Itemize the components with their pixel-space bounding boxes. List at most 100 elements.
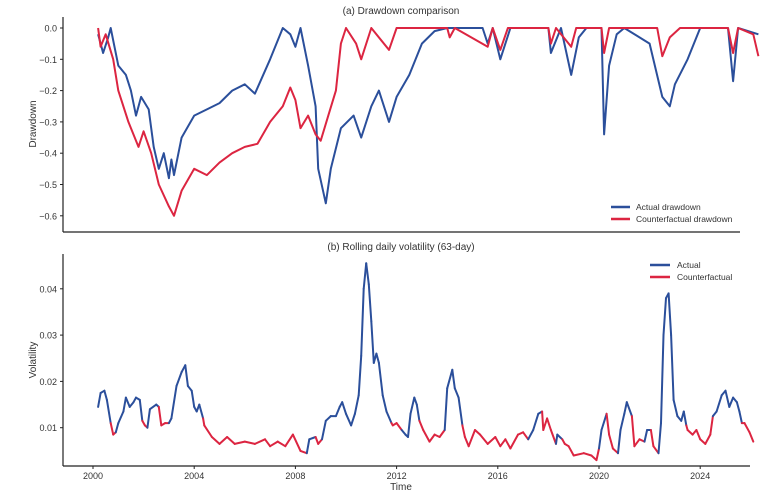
counterfactual-drawdown-line — [97, 27, 760, 217]
actual-volatility-segment — [662, 297, 667, 337]
xtick-label: 2000 — [83, 471, 103, 481]
actual-volatility-segment — [413, 396, 418, 406]
actual-volatility-segment — [556, 433, 564, 441]
drawdown-ylabel: Drawdown — [28, 100, 39, 147]
counterfactual-volatility-segment — [494, 436, 502, 448]
counterfactual-volatility-segment — [605, 412, 611, 436]
xtick-label: 2016 — [488, 471, 508, 481]
counterfactual-volatility-segment — [243, 440, 256, 445]
drawdown-title: (a) Drawdown comparison — [343, 6, 460, 17]
actual-volatility-segment — [682, 410, 688, 427]
actual-volatility-segment — [375, 352, 380, 364]
counterfactual-volatility-segment — [276, 440, 287, 448]
volatility-ytick-label: 0.04 — [39, 284, 57, 294]
counterfactual-volatility-segment — [522, 431, 530, 441]
counterfactual-volatility-segment — [608, 433, 614, 450]
volatility-ytick-label: 0.03 — [39, 331, 57, 341]
counterfactual-volatility-segment — [438, 429, 446, 438]
actual-volatility-segment — [148, 403, 158, 411]
actual-volatility-segment — [409, 396, 416, 415]
actual-volatility-segment — [598, 429, 603, 450]
counterfactual-volatility-segment — [549, 429, 557, 445]
counterfactual-volatility-segment — [203, 424, 213, 438]
actual-volatility-segment — [198, 403, 205, 420]
actual-volatility-segment — [365, 262, 370, 286]
actual-volatility-segment — [170, 385, 178, 420]
actual-volatility-segment — [353, 394, 360, 415]
actual-volatility-segment — [146, 408, 151, 429]
actual-volatility-segment — [324, 415, 332, 422]
volatility-panel: (b) Rolling daily volatility (63-day) Vo… — [28, 242, 755, 493]
counterfactual-volatility-segment — [474, 429, 482, 436]
actual-volatility-segment — [728, 396, 735, 408]
actual-volatility-segment — [600, 412, 608, 431]
counterfactual-volatility-segment — [541, 410, 545, 431]
actual-volatility-segment — [138, 398, 144, 422]
counterfactual-volatility-segment — [109, 422, 115, 436]
counterfactual-volatility-segment — [284, 433, 294, 448]
volatility-ytick-label: 0.01 — [39, 423, 57, 433]
legend-label-counterfactual: Counterfactual — [677, 272, 732, 282]
actual-volatility-segment — [660, 334, 665, 425]
actual-drawdown-line — [97, 27, 759, 205]
actual-volatility-segment — [114, 422, 120, 434]
counterfactual-volatility-segment — [699, 438, 707, 445]
actual-volatility-segment — [532, 412, 540, 431]
volatility-ytick-label: 0.02 — [39, 377, 57, 387]
counterfactual-volatility-segment — [546, 417, 552, 431]
actual-volatility-segment — [370, 320, 375, 364]
counterfactual-volatility-segment — [695, 429, 702, 441]
drawdown-ytick-label: −0.4 — [39, 149, 57, 159]
actual-volatility-segment — [345, 412, 353, 427]
counterfactual-volatility-segment — [743, 422, 751, 434]
actual-volatility-segment — [175, 371, 183, 387]
actual-volatility-segment — [443, 387, 449, 431]
actual-volatility-segment — [672, 398, 679, 418]
volatility-legend: Actual Counterfactual — [650, 260, 732, 282]
actual-volatility-segment — [184, 364, 189, 387]
actual-volatility-segment — [453, 387, 460, 399]
actual-volatility-segment — [308, 436, 317, 441]
counterfactual-volatility-segment — [633, 438, 641, 448]
actual-volatility-segment — [103, 389, 108, 401]
actual-volatility-segment — [617, 429, 622, 455]
counterfactual-volatility-segment — [395, 422, 403, 431]
counterfactual-volatility-segment — [686, 429, 694, 436]
counterfactual-volatility-segment — [595, 447, 600, 462]
xtick-label: 2004 — [184, 471, 204, 481]
xtick-label: 2024 — [690, 471, 710, 481]
counterfactual-volatility-segment — [572, 452, 585, 457]
counterfactual-volatility-segment — [582, 452, 593, 457]
counterfactual-volatility-segment — [567, 445, 575, 457]
actual-volatility-segment — [357, 354, 363, 397]
actual-volatility-segment — [715, 394, 723, 413]
legend-label-actual-drawdown: Actual drawdown — [636, 202, 701, 212]
actual-volatility-segment — [657, 422, 662, 455]
actual-volatility-segment — [305, 438, 311, 455]
counterfactual-volatility-segment — [218, 436, 229, 445]
actual-volatility-segment — [385, 410, 393, 425]
counterfactual-volatility-segment — [486, 436, 497, 445]
actual-volatility-segment — [625, 401, 633, 418]
counterfactual-volatility-segment — [253, 438, 266, 445]
actual-volatility-segment — [619, 412, 626, 431]
actual-volatility-segment — [446, 368, 454, 390]
counterfactual-volatility-segment — [264, 438, 272, 448]
counterfactual-volatility-segment — [463, 436, 470, 448]
counterfactual-volatility-segment — [461, 424, 466, 438]
xtick-label: 2020 — [589, 471, 609, 481]
counterfactual-volatility-segment — [422, 429, 431, 443]
drawdown-legend: Actual drawdown Counterfactual drawdown — [611, 202, 733, 224]
actual-volatility-segment — [415, 403, 421, 422]
counterfactual-volatility-segment — [202, 417, 206, 427]
actual-volatility-segment — [643, 429, 649, 443]
xtick-label: 2012 — [387, 471, 407, 481]
actual-volatility-segment — [623, 401, 628, 415]
drawdown-panel: (a) Drawdown comparison Drawdown 0.0 −0.1… — [28, 6, 760, 233]
volatility-title: (b) Rolling daily volatility (63-day) — [327, 242, 474, 253]
counterfactual-volatility-segment — [479, 433, 489, 445]
counterfactual-volatility-segment — [314, 436, 320, 445]
actual-volatility-segment — [117, 410, 125, 425]
counterfactual-volatility-segment — [226, 436, 236, 445]
